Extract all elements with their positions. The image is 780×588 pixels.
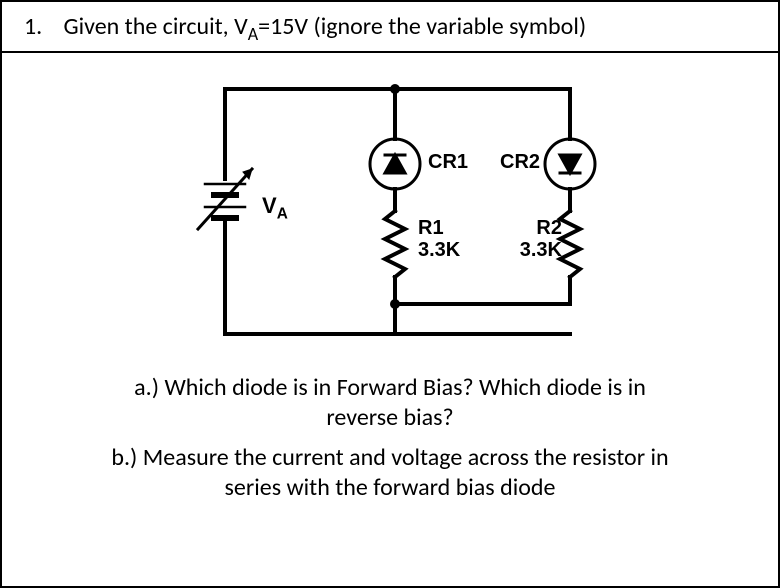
cr2-diode-icon: [560, 155, 580, 173]
cr1-diode-icon: [385, 155, 405, 173]
page: 1. Given the circuit, VA=15V (ignore the…: [0, 0, 780, 588]
source-label: VA: [262, 193, 288, 223]
voltage-source: [198, 89, 252, 334]
circuit-area: CR1 CR2 R1 3.3K R2 3.3K VA: [20, 69, 760, 359]
r2-value: 3.3K: [508, 239, 562, 262]
r1-value: 3.3K: [418, 239, 460, 262]
circuit-diagram: CR1 CR2 R1 3.3K R2 3.3K VA: [170, 69, 610, 359]
question-text-mid: =15V (ignore the variable symbol): [258, 12, 586, 41]
r1-resistor: [385, 211, 405, 277]
part-a-line1: Which diode is in Forward Bias? Which di…: [164, 373, 645, 402]
header-divider: [2, 51, 778, 53]
node-bottom-mid: [390, 299, 400, 309]
question-header: 1. Given the circuit, VA=15V (ignore the…: [20, 12, 760, 45]
part-a-label: a.): [134, 373, 159, 402]
part-b-label: b.): [111, 443, 137, 472]
part-b: b.) Measure the current and voltage acro…: [20, 443, 760, 503]
r2-name: R2: [522, 217, 562, 240]
cr2-label: CR2: [500, 151, 540, 174]
circuit-svg: [170, 69, 610, 359]
part-a-line2: reverse bias?: [326, 403, 453, 432]
r2-resistor: [560, 211, 580, 277]
r1-name: R1: [418, 217, 444, 240]
node-top-mid: [390, 84, 400, 94]
part-b-line1: Measure the current and voltage across t…: [143, 443, 669, 472]
question-number: 1.: [24, 12, 58, 41]
part-a: a.) Which diode is in Forward Bias? Whic…: [20, 373, 760, 433]
cr1-label: CR1: [428, 151, 468, 174]
part-b-line2: series with the forward bias diode: [225, 473, 556, 502]
question-text-prefix: Given the circuit, V: [63, 12, 247, 41]
question-va-sub: A: [248, 23, 258, 45]
